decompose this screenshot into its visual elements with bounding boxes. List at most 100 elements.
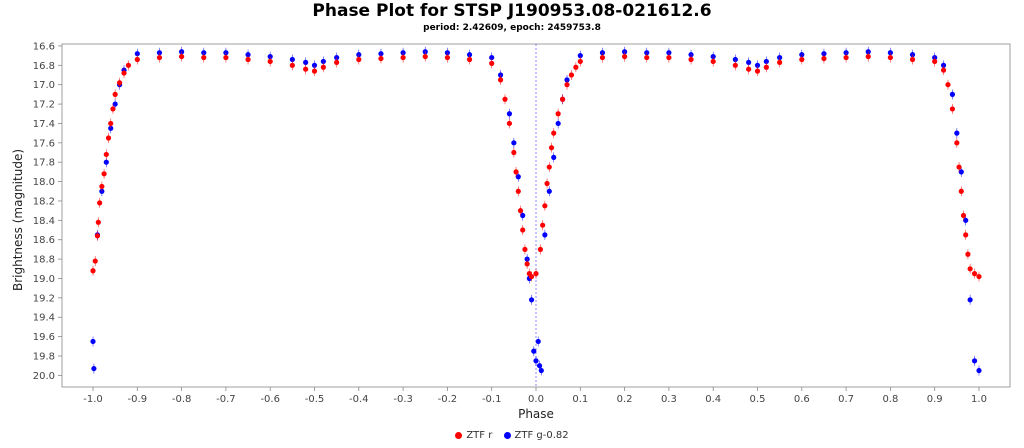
data-point [538,367,544,374]
y-tick-label: 18.4 [33,216,55,227]
data-point [965,251,971,257]
legend-label: ZTF g-0.82 [514,430,569,441]
x-tick-label: -0.3 [393,394,413,405]
data-point [116,80,123,86]
y-tick-label: 19.0 [33,274,55,285]
data-point [746,66,752,72]
data-point [732,56,738,63]
data-point [400,54,406,61]
data-point [489,54,495,61]
data-point [763,58,769,65]
data-point [378,55,384,62]
data-point [546,164,552,170]
y-tick-label: 17.8 [33,158,55,169]
data-point [666,54,672,61]
data-point [967,297,973,303]
x-tick-label: -0.6 [260,394,280,405]
data-point [506,111,513,117]
x-tick-label: 0.5 [750,394,766,405]
data-point [466,56,473,63]
x-tick-label: 0.7 [838,394,854,405]
data-point [621,53,628,60]
y-tick-label: 16.6 [33,41,55,52]
legend-item-ztf-g: ZTF g-0.82 [503,430,569,441]
data-point [92,258,98,264]
chart-subtitle: period: 2.42609, epoch: 2459753.8 [423,23,601,33]
data-point [644,54,650,61]
y-tick-label: 19.8 [33,351,55,362]
data-point [535,338,541,345]
data-point [537,246,544,253]
data-point [843,54,849,61]
y-tick-label: 17.0 [33,80,55,91]
legend-marker-red [455,432,463,439]
data-point [95,219,101,225]
y-tick-label: 20.0 [33,371,55,382]
data-point [949,91,956,97]
data-point [201,54,207,61]
data-point [303,66,309,72]
legend-label: ZTF r [466,430,493,441]
data-point [542,232,548,238]
data-point [865,53,871,60]
data-point [125,62,132,68]
data-point [156,54,163,61]
data-point [311,62,318,68]
data-point [932,58,938,65]
data-point [732,62,738,68]
data-point [754,62,761,68]
data-point [958,169,964,175]
data-point [520,212,526,219]
data-point [577,53,583,59]
y-tick-label: 18.2 [33,196,55,207]
data-point [112,91,118,97]
legend-marker-blue [503,432,511,439]
data-point [963,217,969,223]
data-point [267,58,273,65]
data-point [551,130,557,136]
data-point [960,212,967,219]
data-point [91,365,97,372]
x-tick-label: 0.8 [882,394,898,405]
x-tick-label: 0.1 [572,394,588,405]
data-point [542,203,548,209]
data-point [577,58,583,65]
data-point [746,59,752,66]
y-tick-label: 16.8 [33,61,55,72]
data-point [763,64,769,70]
data-point [544,180,550,187]
data-point [799,56,805,63]
plot-area [61,43,1011,388]
data-point [954,130,960,136]
data-point [522,246,528,253]
chart-legend: ZTF r ZTF g-0.82 [0,430,1024,442]
data-point [502,96,508,102]
data-point [356,56,362,63]
x-tick-label: 0.0 [528,394,544,405]
data-point [971,358,978,364]
data-point [223,54,229,61]
x-tick-label: 1.0 [971,394,987,405]
data-point [568,72,575,78]
y-tick-label: 17.6 [33,138,55,149]
data-point [515,174,521,180]
data-point [555,111,561,117]
data-point [334,59,340,66]
x-tick-label: 0.3 [661,394,677,405]
data-point [536,363,543,369]
data-point [533,358,539,364]
data-point [422,53,428,60]
data-point [517,208,524,214]
data-point [320,58,326,65]
data-point [103,151,109,158]
data-point [777,59,783,66]
data-point [513,169,519,175]
y-tick-label: 17.4 [33,119,55,130]
data-point [134,56,140,63]
data-point [573,64,579,70]
data-point [511,149,517,156]
data-point [976,273,982,280]
data-point [105,135,112,141]
x-tick-label: 0.9 [927,394,943,405]
data-point [134,51,140,57]
